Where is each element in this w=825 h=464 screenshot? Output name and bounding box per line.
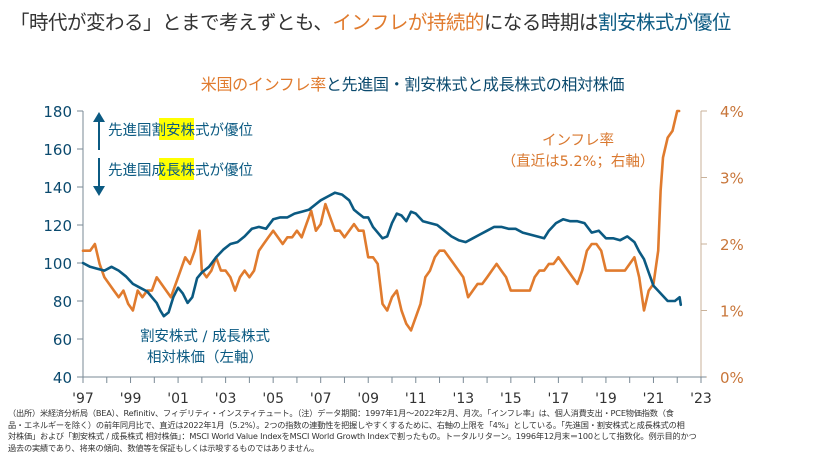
x-axis-tick-label: '23 [690,391,712,407]
left-axis-tick-label: 140 [43,179,72,197]
headline-part-3: になる時期は [483,11,599,34]
up-label: 先進国割安株式が優位 [108,118,253,140]
left-axis-tick-label: 180 [43,103,72,121]
up-label-highlight [159,118,194,140]
right-axis-tick-label: 0% [720,369,744,387]
inflation-series [81,109,681,332]
x-axis-tick-label: '15 [500,391,522,407]
left-axis: 40 60 80 100 120 140 160 180 [43,103,84,387]
x-axis: '97 '99 '01 '03 '05 '07 '09 '11 '13 '15 '17 '19 '21 '… [72,376,712,407]
right-axis-tick-label: 1% [720,303,744,321]
inflation-annotation: インフレ率 （直近は5.2%；右軸） [502,132,655,170]
relative-annotation: 割安株式 / 成長株式 相対株価（左軸） [140,328,271,366]
right-axis-tick-label: 2% [720,236,744,254]
x-axis-tick-label: '09 [357,391,379,407]
svg-text:先進国割安株式が優位: 先進国割安株式が優位 [108,122,253,139]
x-axis-tick-label: '07 [310,391,332,407]
footnote-line: 対株価」および「割安株式 / 成長株式 相対株価」：MSCI World Val… [8,431,697,441]
x-axis-tick-label: '03 [215,391,237,407]
x-axis-tick-label: '21 [643,391,665,407]
inflation-line [81,109,681,332]
up-label-post: 株式が優位 [181,122,254,139]
x-axis-tick-label: '05 [262,391,284,407]
left-axis-tick-label: 80 [53,293,72,311]
up-label-pre: 先進国 [108,122,152,139]
x-axis-tick-label: '97 [72,391,94,407]
footnote: （出所）米経済分析局（BEA）、Refinitiv、フィデリティ・インスティテュ… [8,408,820,454]
right-axis: 0% 1% 2% 3% 4% [700,103,744,387]
down-label-pre: 先進国 [108,162,152,179]
left-axis-tick-label: 40 [53,369,72,387]
left-axis-tick-label: 120 [43,217,72,235]
down-label: 先進国成長株式が優位 [108,158,253,180]
inflation-annotation-line-1: インフレ率 [542,132,614,149]
footnote-line: 品・エネルギーを除く）の前年同月比で、直近は2022年1月（5.2%）。2つの指… [8,419,685,430]
x-axis-tick-label: '13 [452,391,474,407]
x-axis-tick-label: '99 [120,391,142,407]
x-axis-tick-label: '17 [548,391,570,407]
x-axis-tick-label: '19 [595,391,617,407]
left-axis-tick-label: 160 [43,141,72,159]
inflation-annotation-line-2: （直近は5.2%；右軸） [502,153,655,170]
left-axis-tick-label: 100 [43,255,72,273]
down-label-post: 株式が優位 [181,162,254,179]
right-axis-tick-label: 3% [720,170,744,188]
down-label-highlight [159,158,194,180]
chart-title: 米国のインフレ率と先進国・割安株式と成長株式の相対株価 [0,71,825,95]
chart-title-relative: と先進国・割安株式と成長株式の相対株価 [325,75,625,94]
footnote-line: （出所）米経済分析局（BEA）、Refinitiv、フィデリティ・インスティテュ… [8,408,674,418]
relative-price-line [81,191,683,318]
left-axis-tick-label: 60 [53,331,72,349]
down-label-highlight-text: 成長 [152,162,181,179]
legend-arrows [93,112,105,196]
headline-inflation-phrase: インフレが持続的 [332,11,484,34]
headline: 「時代が変わる」とまで考えずとも、インフレが持続的になる時期は割安株式が優位 [10,6,731,35]
x-axis-tick-label: '01 [167,391,189,407]
headline-part-1: 「時代が変わる」とまで考えずとも、 [10,11,333,34]
relative-price-series [81,191,683,318]
svg-text:先進国成長株式が優位: 先進国成長株式が優位 [108,162,253,179]
footnote-line: 過去の実績であり、将来の傾向、数値等を保証もしくは示唆するものではありません。 [8,442,319,453]
up-arrow-icon [93,112,105,122]
relative-annotation-line-1: 割安株式 / 成長株式 [140,328,271,345]
down-arrow-icon [93,186,105,196]
chart-title-inflation: 米国のインフレ率 [200,75,326,94]
relative-annotation-line-2: 相対株価（左軸） [147,349,263,366]
right-axis-tick-label: 4% [720,103,744,121]
up-label-highlight-text: 割安 [152,122,181,139]
x-axis-tick-label: '11 [405,391,427,407]
headline-value-phrase: 割安株式が優位 [597,11,732,34]
